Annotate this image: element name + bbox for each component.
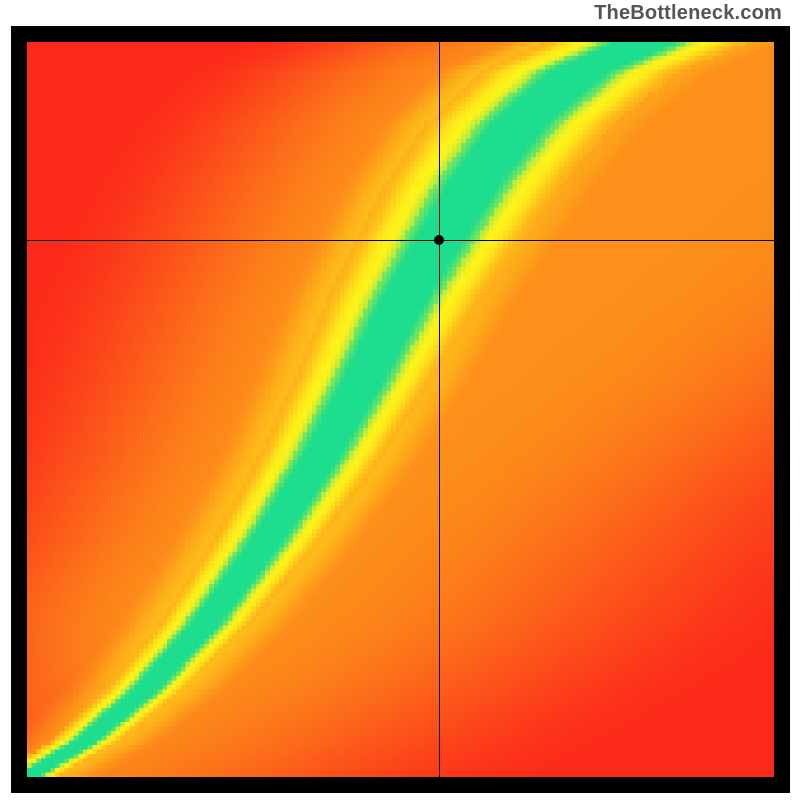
plot-frame	[11, 26, 790, 793]
crosshair-vertical	[439, 42, 440, 777]
crosshair-horizontal	[27, 240, 774, 241]
heatmap-canvas	[27, 42, 774, 777]
attribution-text: TheBottleneck.com	[594, 2, 782, 25]
plot-area	[27, 42, 774, 777]
